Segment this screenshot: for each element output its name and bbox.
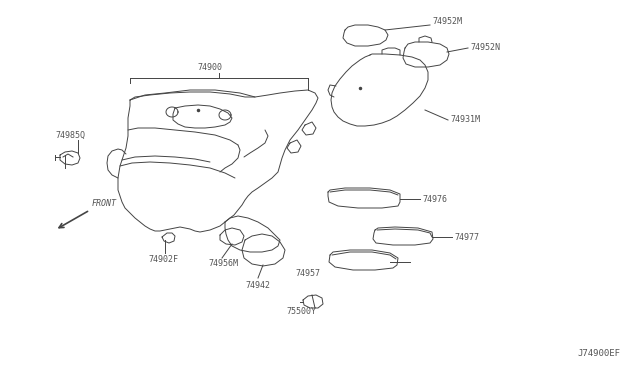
Text: 74902F: 74902F — [148, 256, 178, 264]
Text: 75500Y: 75500Y — [286, 308, 316, 317]
Text: 74976: 74976 — [422, 195, 447, 203]
Text: 74942: 74942 — [245, 280, 270, 289]
Text: 74952N: 74952N — [470, 44, 500, 52]
Text: 74952M: 74952M — [432, 17, 462, 26]
Text: 74957: 74957 — [295, 269, 320, 278]
Text: 74931M: 74931M — [450, 115, 480, 125]
Text: J74900EF: J74900EF — [577, 349, 620, 358]
Text: 74956M: 74956M — [208, 259, 238, 267]
Text: 74900: 74900 — [197, 64, 222, 73]
Text: FRONT: FRONT — [92, 199, 117, 208]
Text: 74985Q: 74985Q — [55, 131, 85, 140]
Text: 74977: 74977 — [454, 232, 479, 241]
